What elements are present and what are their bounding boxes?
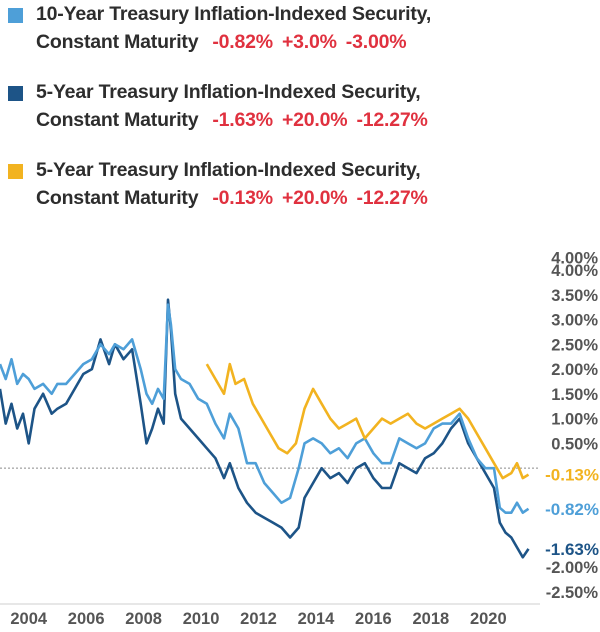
legend-label-5yr-yellow-line2: Constant Maturity -0.13% +20.0% -12.27% <box>36 184 437 212</box>
series-lines <box>0 298 530 559</box>
stat-change2-10yr: -3.00% <box>345 31 407 53</box>
y-tick-label: 1.50% <box>551 386 598 404</box>
end-label-1: -1.63% <box>545 540 599 559</box>
x-tick-label: 2014 <box>298 610 336 628</box>
series-line-1 <box>0 298 530 559</box>
series-line-2 <box>205 362 530 480</box>
legend-stats-5yr-blue: -1.63% +20.0% -12.27% <box>212 109 436 131</box>
legend-label-10yr-line1: 10-Year Treasury Inflation-Indexed Secur… <box>36 3 432 25</box>
y-tick-label: -2.50% <box>546 584 599 602</box>
y-tick-label: 2.00% <box>551 361 598 379</box>
y-tick-label: 2.50% <box>551 336 598 354</box>
end-labels: -0.82% -1.63% -0.13% <box>545 466 599 559</box>
legend-label-5yr-blue-line2: Constant Maturity -1.63% +20.0% -12.27% <box>36 106 437 134</box>
x-tick-label: 2006 <box>68 610 105 628</box>
end-label-0: -0.82% <box>545 500 599 519</box>
y-tick-label: 4.00% <box>551 250 598 268</box>
y-tick-label: 0.50% <box>551 435 598 453</box>
legend-label-5yr-blue-line1: 5-Year Treasury Inflation-Indexed Securi… <box>36 81 421 103</box>
stat-change2-5yr-yellow: -12.27% <box>356 187 428 209</box>
legend-label-10yr-line2: Constant Maturity -0.82% +3.0% -3.00% <box>36 28 415 56</box>
x-tick-label: 2004 <box>10 610 48 628</box>
x-tick-label: 2012 <box>240 610 277 628</box>
legend-stats-5yr-yellow: -0.13% +20.0% -12.27% <box>212 187 436 209</box>
end-label-2: -0.13% <box>545 466 599 485</box>
stat-change2-5yr-blue: -12.27% <box>356 109 428 131</box>
series-line-0 <box>0 303 530 514</box>
x-tick-label: 2010 <box>183 610 220 628</box>
x-axis-ticks: 2004 2006 2008 2010 2012 2014 2016 2018 2020 <box>10 610 506 628</box>
legend-label-5yr-yellow-name: Constant Maturity <box>36 187 199 209</box>
y-tick-label: -2.00% <box>546 559 599 577</box>
legend-swatch-5yr-yellow <box>8 164 23 179</box>
y-tick-label: 1.00% <box>551 411 598 429</box>
legend-label-5yr-yellow-line1: 5-Year Treasury Inflation-Indexed Securi… <box>36 159 421 181</box>
stat-latest-10yr: -0.82% <box>212 31 273 53</box>
stat-change1-10yr: +3.0% <box>281 31 337 53</box>
x-tick-label: 2008 <box>125 610 162 628</box>
stat-change1-5yr-blue: +20.0% <box>281 109 348 131</box>
y-tick-label: 3.50% <box>551 287 598 305</box>
legend-swatch-10yr <box>8 8 23 23</box>
x-tick-label: 2018 <box>412 610 449 628</box>
stat-change1-5yr-yellow: +20.0% <box>281 187 348 209</box>
y-tick-label: 4.00% <box>551 262 598 280</box>
y-axis-ticks: 4.00%4.00% 3.50% 3.00% 2.50% 2.00% 1.50% 1.00%… <box>546 250 599 602</box>
legend-swatch-5yr-blue <box>8 86 23 101</box>
stat-latest-5yr-blue: -1.63% <box>212 109 273 131</box>
legend-label-5yr-blue-name: Constant Maturity <box>36 109 199 131</box>
y-tick-label: 3.00% <box>551 312 598 330</box>
legend-stats-10yr: -0.82% +3.0% -3.00% <box>212 31 415 53</box>
stat-latest-5yr-yellow: -0.13% <box>212 187 273 209</box>
x-tick-label: 2020 <box>470 610 507 628</box>
legend-label-10yr-name: Constant Maturity <box>36 31 199 53</box>
x-tick-label: 2016 <box>355 610 392 628</box>
